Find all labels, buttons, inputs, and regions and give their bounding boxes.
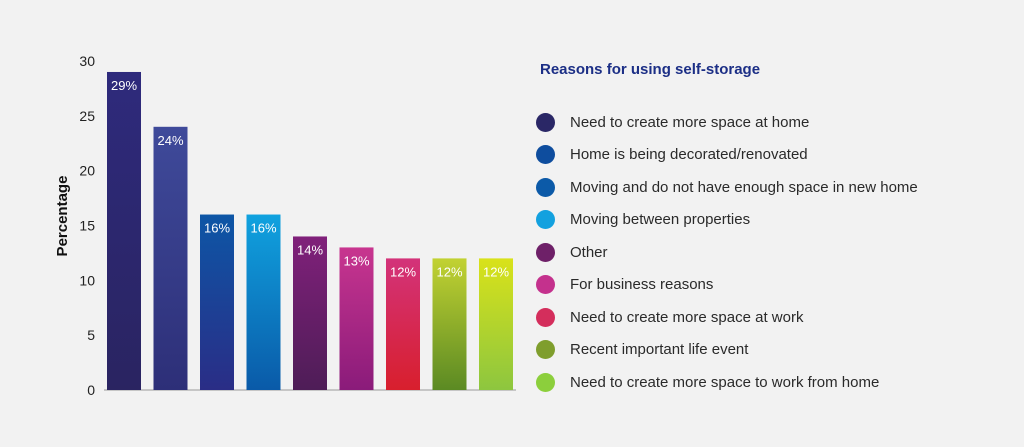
y-tick-label: 30	[79, 53, 95, 69]
legend-label: Need to create more space to work from h…	[570, 373, 880, 391]
y-tick-label: 20	[79, 163, 95, 179]
bar	[246, 214, 281, 390]
bar-data-label: 12%	[436, 264, 462, 279]
bar-data-label: 12%	[483, 264, 509, 279]
data-labels: 29% 24% 16% 16% 14% 13% 12% 12% 12%	[111, 78, 509, 279]
legend-label: Need to create more space at work	[570, 308, 804, 326]
legend-item: Moving and do not have enough space in n…	[536, 171, 1006, 204]
legend-item: For business reasons	[536, 269, 1006, 302]
y-axis-label: Percentage	[54, 176, 71, 257]
bar	[339, 247, 374, 390]
bars	[107, 71, 513, 391]
legend-swatch	[536, 145, 555, 165]
legend-item: Need to create more space at work	[536, 301, 1006, 334]
y-tick-label: 25	[79, 108, 95, 124]
y-tick-label: 10	[79, 272, 95, 288]
legend-label: Recent important life event	[570, 341, 749, 359]
bar-data-label: 13%	[343, 253, 369, 268]
legend-swatch	[536, 307, 555, 327]
legend: Reasons for using self-storage Need to c…	[536, 58, 1006, 399]
legend-item: Need to create more space at home	[536, 106, 1006, 139]
legend-item: Recent important life event	[536, 334, 1006, 367]
legend-item: Other	[536, 236, 1006, 269]
y-axis: 0 5 10 15 20 25 30	[79, 53, 95, 398]
bar-data-label: 29%	[111, 78, 137, 93]
legend-label: Other	[570, 243, 608, 261]
legend-swatch	[536, 242, 555, 262]
legend-swatch	[536, 340, 555, 360]
bar	[200, 214, 234, 390]
y-tick-label: 15	[79, 218, 95, 234]
legend-swatch	[536, 210, 555, 230]
legend-swatch	[536, 112, 555, 132]
bar	[432, 258, 467, 390]
bar	[107, 71, 141, 390]
bar-data-label: 12%	[390, 264, 416, 279]
y-tick-label: 0	[87, 382, 95, 398]
legend-label: Home is being decorated/renovated	[570, 146, 808, 164]
legend-item: Moving between properties	[536, 204, 1006, 237]
y-tick-label: 5	[87, 327, 95, 343]
legend-label: Moving and do not have enough space in n…	[570, 178, 918, 196]
legend-label: Moving between properties	[570, 211, 751, 229]
legend-list: Need to create more space at home Home is…	[536, 106, 1006, 399]
bar	[153, 126, 188, 391]
bar-data-label: 16%	[250, 221, 276, 236]
legend-title: Reasons for using self-storage	[540, 61, 761, 78]
legend-swatch	[536, 177, 555, 197]
legend-swatch	[536, 275, 555, 295]
legend-label: For business reasons	[570, 276, 714, 294]
bar-data-label: 14%	[297, 242, 323, 257]
legend-item: Need to create more space to work from h…	[536, 366, 1006, 399]
bar-data-label: 24%	[157, 133, 183, 148]
legend-swatch	[536, 372, 555, 392]
legend-label: Need to create more space at home	[570, 113, 810, 131]
bar	[293, 236, 327, 390]
bar-data-label: 16%	[204, 221, 230, 236]
legend-item: Home is being decorated/renovated	[536, 139, 1006, 172]
bar	[479, 258, 513, 390]
bar	[386, 258, 420, 390]
